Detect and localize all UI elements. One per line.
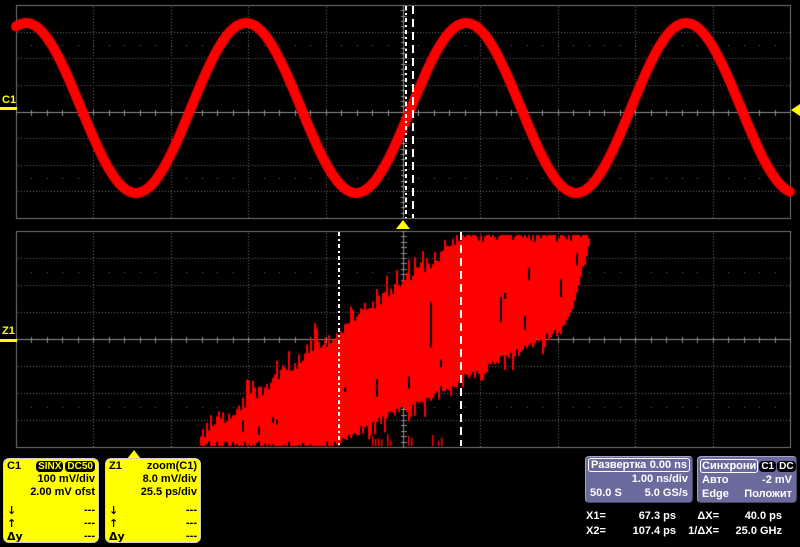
trigger-source-badge: C1 xyxy=(759,460,777,472)
x1-value: 67.3 ps xyxy=(638,509,676,522)
zoom-z1-label[interactable]: Z1 xyxy=(2,325,15,337)
up-arrow-icon: ↑ xyxy=(109,517,119,530)
z1-name: Z1 xyxy=(109,460,122,472)
z1-min-value: --- xyxy=(186,504,197,516)
trigger-box[interactable]: Синхрони C1 DC Авто -2 mV Edge Положит xyxy=(697,456,797,503)
timebase-delay: 0.00 ns xyxy=(649,458,687,471)
inv-dx-label: 1/ΔX= xyxy=(688,524,719,537)
c1-delta-value: --- xyxy=(84,530,95,542)
up-arrow-icon: ↑ xyxy=(7,517,17,530)
delta-y-icon: Δy xyxy=(7,530,23,543)
c1-name: C1 xyxy=(7,460,22,472)
timebase-rate: 5.0 GS/s xyxy=(644,487,688,499)
timebase-samples: 50.0 S xyxy=(590,487,622,499)
timebase-box[interactable]: Развертка 0.00 ns 1.00 ns/div 50.0 S 5.0… xyxy=(585,456,693,503)
cursor-readout: X1= 67.3 ps ΔX= 40.0 ps X2= 107.4 ps 1/Δ… xyxy=(586,508,782,538)
c1-signal-badge: SINX xyxy=(36,461,64,472)
z1-source: zoom(C1) xyxy=(146,460,197,472)
cursor-x2-top[interactable] xyxy=(412,6,414,218)
x1-label: X1= xyxy=(586,509,606,522)
trigger-level: -2 mV xyxy=(762,474,792,486)
c1-min-value: --- xyxy=(84,504,95,516)
c1-max-value: --- xyxy=(84,517,95,529)
trigger-title: Синхрони xyxy=(700,458,759,473)
x2-label: X2= xyxy=(586,524,606,537)
down-arrow-icon: ↓ xyxy=(7,504,17,517)
channel-c1-descriptor-box[interactable]: C1 SINX DC50 100 mV/div 2.00 mV ofst ↓ --… xyxy=(3,458,99,543)
channel-c1-label[interactable]: C1 xyxy=(2,94,17,106)
trigger-time-marker-top-icon[interactable] xyxy=(396,220,410,229)
trigger-coupling-badge: DC xyxy=(777,460,796,472)
z1-delta-value: --- xyxy=(186,530,197,542)
c1-offset: 2.00 mV ofst xyxy=(30,486,95,498)
trigger-slope: Положит xyxy=(744,488,792,500)
cursor-x1-bottom[interactable] xyxy=(338,232,340,446)
c1-coupling-badge: DC50 xyxy=(65,461,95,472)
z1-scale: 8.0 mV/div xyxy=(142,473,197,485)
trigger-type: Edge xyxy=(702,488,729,500)
dx-value: 40.0 ps xyxy=(744,509,782,522)
trigger-mode: Авто xyxy=(702,474,729,486)
c1-scale: 100 mV/div xyxy=(37,473,95,485)
trigger-level-marker-icon[interactable] xyxy=(791,104,800,116)
dx-label: ΔX= xyxy=(697,509,719,522)
timebase-per-div: 1.00 ns/div xyxy=(631,473,688,485)
cursor-x2-bottom[interactable] xyxy=(460,232,462,446)
timebase-title: Развертка xyxy=(591,458,647,471)
zoom-z1-offset-marker[interactable] xyxy=(0,339,17,342)
inv-dx-value: 25.0 GHz xyxy=(735,524,782,537)
x2-value: 107.4 ps xyxy=(632,524,676,537)
z1-timebase: 25.5 ps/div xyxy=(140,486,197,498)
z1-max-value: --- xyxy=(186,517,197,529)
trigger-time-marker-bottom-icon[interactable] xyxy=(127,450,141,459)
channel-c1-offset-marker[interactable] xyxy=(0,107,17,110)
cursor-x1-top[interactable] xyxy=(405,6,407,218)
delta-y-icon: Δy xyxy=(109,530,125,543)
down-arrow-icon: ↓ xyxy=(109,504,119,517)
zoom-z1-descriptor-box[interactable]: Z1 zoom(C1) 8.0 mV/div 25.5 ps/div ↓ ---… xyxy=(105,458,201,543)
